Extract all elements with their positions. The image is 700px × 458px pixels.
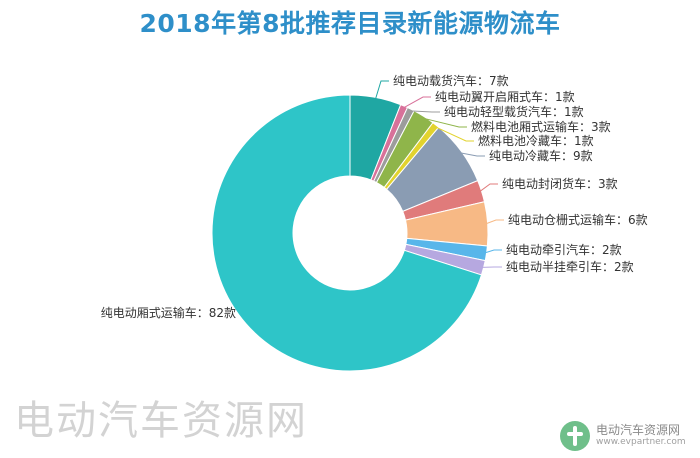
- watermark-text: 电动汽车资源网: [14, 398, 308, 444]
- slice-label-5: 燃料电池冷藏车：1款: [478, 133, 594, 148]
- brand-logo-block: 电动汽车资源网 www.evpartner.com: [560, 418, 686, 454]
- slice-label-2: 纯电动翼开启厢式车：1款: [435, 89, 575, 104]
- slice-label-8: 纯电动仓栅式运输车：6款: [508, 212, 648, 227]
- slice-label-11: 纯电动厢式运输车：82款: [101, 305, 236, 320]
- slice-label-7: 纯电动封闭货车：3款: [502, 176, 618, 191]
- leader-line-5: [434, 126, 474, 142]
- brand-name: 电动汽车资源网: [596, 423, 681, 438]
- slice-label-4: 燃料电池厢式运输车：3款: [471, 119, 611, 134]
- ev-leaf-icon: [560, 421, 590, 451]
- chart-title: 2018年第8批推荐目录新能源物流车: [139, 9, 561, 38]
- slice-label-10: 纯电动半挂牵引车：2款: [506, 259, 634, 274]
- slice-11: [211, 94, 483, 372]
- leader-line-4: [422, 117, 467, 128]
- leader-line-6: [459, 152, 485, 157]
- leader-line-8: [485, 219, 504, 225]
- slice-label-9: 纯电动牵引汽车：2款: [506, 242, 622, 257]
- slice-label-1: 纯电动载货汽车：7款: [393, 73, 509, 88]
- brand-url: www.evpartner.com: [596, 436, 686, 447]
- leader-line-2: [403, 96, 431, 109]
- leader-line-3: [409, 110, 440, 113]
- leader-line-1: [374, 80, 389, 100]
- leader-line-9: [484, 249, 502, 254]
- leader-line-7: [479, 183, 498, 193]
- slice-label-3: 纯电动轻型载货汽车：1款: [444, 104, 584, 119]
- slice-label-6: 纯电动冷藏车：9款: [489, 148, 593, 163]
